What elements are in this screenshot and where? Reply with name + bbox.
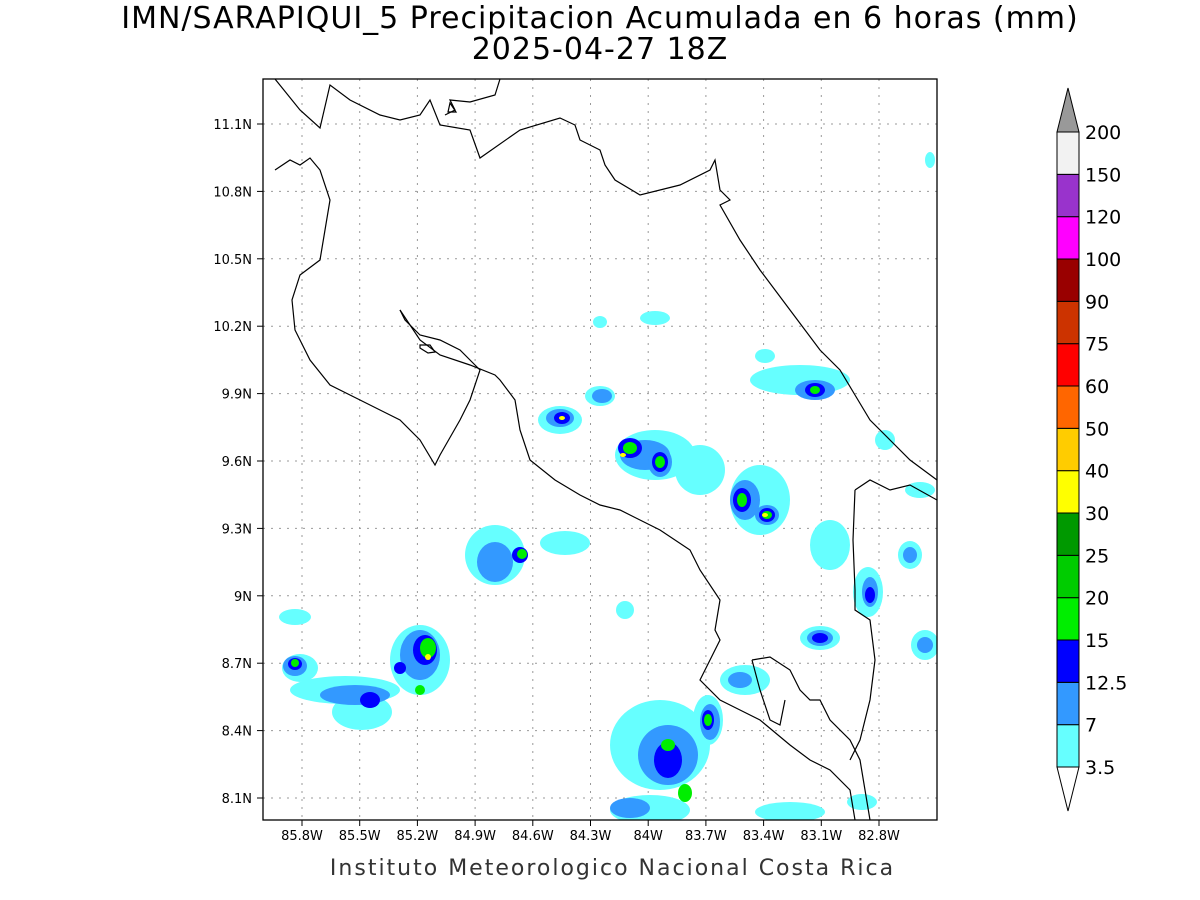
colorbar-label: 3.5	[1085, 757, 1115, 779]
colorbar-label: 120	[1085, 207, 1121, 229]
coastline	[274, 79, 937, 820]
colorbar-label: 25	[1085, 545, 1109, 567]
lat-tick-label: 8.4N	[222, 725, 252, 740]
colorbar-swatch	[1056, 173, 1080, 218]
colorbar-swatch	[1056, 258, 1080, 302]
precip-field	[279, 152, 937, 820]
colorbar-swatch	[1056, 131, 1080, 175]
map-title: IMN/SARAPIQUI_5 Precipitacion Acumulada …	[121, 1, 1079, 36]
lon-tick-label: 84.6W	[512, 829, 554, 844]
lat-tick-label: 8.7N	[222, 657, 252, 672]
colorbar-label: 100	[1085, 249, 1121, 271]
lon-tick-label: 85.2W	[396, 829, 438, 844]
lat-tick-label: 9.6N	[222, 455, 252, 470]
plot-frame	[262, 78, 938, 821]
colorbar-label: 15	[1085, 630, 1109, 652]
lat-tick-label: 9N	[234, 590, 252, 605]
institution-credit: Instituto Meteorologico Nacional Costa R…	[329, 856, 896, 881]
lon-tick-label: 85.5W	[339, 829, 381, 844]
lon-tick-label: 83.1W	[800, 829, 842, 844]
colorbar-label: 20	[1085, 588, 1109, 610]
lat-tick-label: 10.5N	[213, 253, 252, 268]
colorbar-swatch	[1056, 385, 1080, 429]
colorbar-label: 30	[1085, 503, 1109, 525]
colorbar-label: 7	[1085, 715, 1097, 737]
colorbar: 3.5 7 12.5 15 20 25 30 40 50 60 75 90 100 120 150 200	[1056, 87, 1127, 812]
precip-7	[283, 380, 933, 818]
colorbar-label: 75	[1085, 334, 1109, 356]
colorbar-swatch	[1056, 512, 1080, 556]
colorbar-swatch	[1056, 300, 1080, 345]
colorbar-swatch	[1056, 681, 1080, 726]
lat-tick-label: 9.3N	[222, 522, 252, 537]
colorbar-label: 12.5	[1085, 672, 1127, 694]
colorbar-label: 60	[1085, 376, 1109, 398]
colorbar-label: 90	[1085, 291, 1109, 313]
colorbar-label: 50	[1085, 418, 1109, 440]
lon-tick-label: 83.7W	[685, 829, 727, 844]
precip-30	[425, 416, 768, 660]
lat-tick-label: 10.8N	[213, 185, 252, 200]
colorbar-swatch	[1056, 427, 1080, 472]
lon-tick-label: 82.8W	[858, 829, 900, 844]
lon-tick-label: 84.3W	[570, 829, 612, 844]
colorbar-swatch	[1056, 216, 1080, 260]
precip-15	[291, 386, 820, 802]
lat-tick-label: 9.9N	[222, 388, 252, 403]
colorbar-swatch	[1056, 724, 1080, 768]
lon-tick-label: 84.9W	[454, 829, 496, 844]
colorbar-swatch	[1056, 597, 1080, 641]
lon-tick-label: 84W	[633, 829, 663, 844]
colorbar-label: 40	[1085, 461, 1109, 483]
colorbar-swatch	[1056, 554, 1080, 599]
colorbar-under-triangle	[1056, 766, 1080, 812]
colorbar-swatch	[1056, 470, 1080, 514]
lat-axis: 11.1N 10.8N 10.5N 10.2N 9.9N 9.6N 9.3N 9N 8.7N 8.…	[213, 118, 263, 807]
precip-3.5	[279, 152, 937, 820]
colorbar-label: 200	[1085, 122, 1121, 144]
colorbar-swatch	[1056, 343, 1080, 387]
lat-tick-label: 11.1N	[213, 118, 252, 133]
colorbar-swatch	[1056, 639, 1080, 683]
lat-tick-label: 10.2N	[213, 320, 252, 335]
lon-tick-label: 85.8W	[281, 829, 323, 844]
lon-tick-label: 83.4W	[743, 829, 785, 844]
lat-tick-label: 8.1N	[222, 792, 252, 807]
colorbar-over-triangle	[1056, 87, 1080, 133]
lon-axis: 85.8W 85.5W 85.2W 84.9W 84.6W 84.3W 84W 83.7W 83…	[281, 820, 900, 844]
map-valid-time: 2025-04-27 18Z	[471, 32, 729, 67]
colorbar-label: 150	[1085, 164, 1121, 186]
